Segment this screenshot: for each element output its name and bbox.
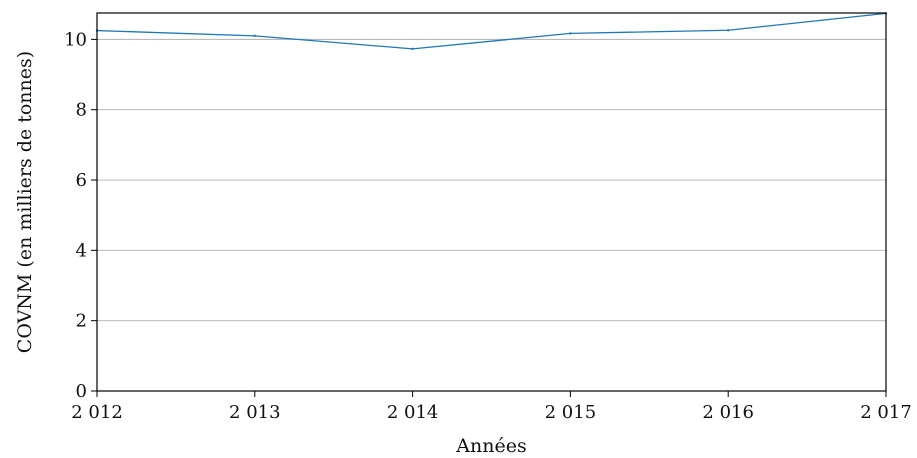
plot-frame: [96, 12, 887, 392]
data-point: [569, 32, 572, 35]
y-tick-label: 2: [76, 311, 87, 332]
x-tick-label: 2 016: [702, 402, 754, 423]
data-point: [727, 29, 730, 32]
y-axis-ticks: 0 2 4 6 8 10: [64, 29, 97, 402]
data-point: [253, 34, 256, 38]
series-line: [96, 12, 887, 50]
x-tick-label: 2 014: [387, 402, 439, 423]
x-axis-title: Années: [455, 435, 526, 457]
x-tick-label: 2 017: [860, 402, 912, 423]
y-tick-label: 6: [76, 170, 87, 191]
y-axis-title: COVNM (en milliers de tonnes): [14, 51, 36, 353]
series-layer: [95, 12, 888, 51]
y-tick-label: 0: [76, 381, 87, 402]
data-point: [411, 47, 414, 51]
x-tick-label: 2 013: [229, 402, 281, 423]
y-tick-label: 4: [76, 240, 87, 261]
x-axis-ticks: 2 012 2 013 2 014 2 015 2 016 2 017: [71, 391, 912, 423]
y-tick-label: 10: [64, 29, 87, 50]
x-tick-label: 2 012: [71, 402, 123, 423]
y-tick-label: 8: [76, 100, 87, 121]
grid-lines: [97, 38, 886, 392]
x-tick-label: 2 015: [545, 402, 597, 423]
